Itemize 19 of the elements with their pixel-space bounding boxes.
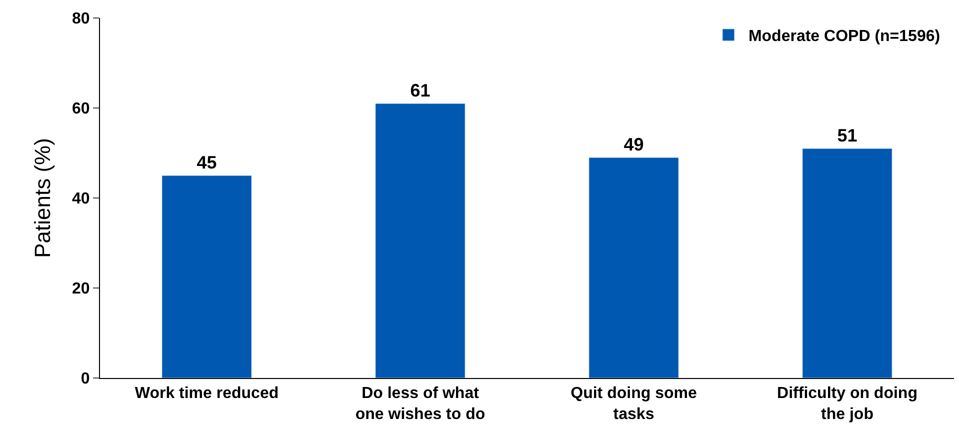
data-label: 61 xyxy=(410,80,430,100)
y-tick-label: 60 xyxy=(72,100,90,118)
bar xyxy=(162,175,252,378)
legend-label: Moderate COPD (n=1596) xyxy=(748,28,940,46)
data-label: 49 xyxy=(624,134,644,154)
y-tick-label: 0 xyxy=(80,370,90,388)
data-label: 45 xyxy=(196,152,217,172)
y-tick-label: 40 xyxy=(72,190,90,208)
bar xyxy=(375,103,466,378)
y-tick-label: 80 xyxy=(72,10,90,28)
x-tick-label: Do less of what one wishes to do xyxy=(355,385,486,423)
y-tick-label: 20 xyxy=(72,280,90,298)
bar xyxy=(588,157,679,378)
x-tick-label: Work time reduced xyxy=(134,385,279,402)
data-label: 51 xyxy=(837,126,858,146)
x-tick-label: Difficulty on doing the job xyxy=(777,385,918,423)
bar xyxy=(802,148,892,378)
y-axis-title: Patients (%) xyxy=(30,138,55,258)
x-tick-label: Quit doing some tasks xyxy=(570,385,697,423)
